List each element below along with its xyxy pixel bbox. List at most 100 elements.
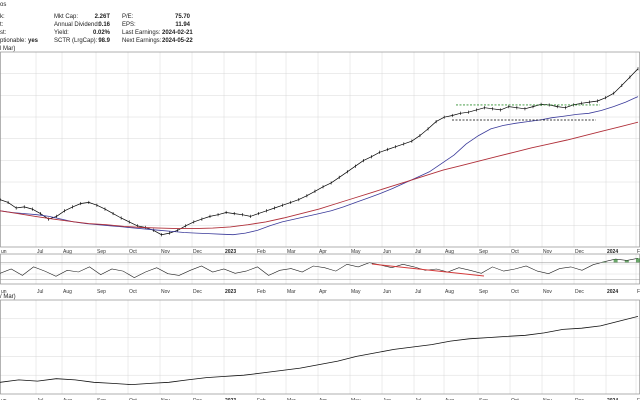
x-tick-label-1-14: Aug	[445, 289, 454, 295]
stat-last-earnings-value: 2024-02-21	[162, 30, 193, 36]
x-tick-label-0-4: Oct	[129, 249, 137, 255]
x-tick-label-0-1: Jul	[37, 249, 43, 255]
x-tick-label-0-9: Mar	[287, 249, 296, 255]
stat-sctr-label: SCTR (LrgCap):	[54, 38, 98, 44]
oscillator-overbought-55	[613, 259, 618, 263]
x-tick-label-2-2: Aug	[63, 398, 72, 400]
x-tick-label-1-13: Jul	[415, 289, 421, 295]
x-tick-label-2-7: 2023	[225, 398, 236, 400]
x-tick-label-1-18: Dec	[575, 289, 584, 295]
x-tick-label-1-5: Nov	[161, 289, 170, 295]
x-tick-label-2-12: Jun	[383, 398, 391, 400]
stats-left-partial: k: t: st: ptionable: yes	[0, 14, 40, 46]
x-tick-label-2-10: Apr	[319, 398, 327, 400]
stat-sctr-value: 98.9	[98, 38, 110, 44]
x-tick-label-0-10: Apr	[319, 249, 327, 255]
x-tick-label-1-0: un	[1, 289, 7, 295]
stats-mid: Mkt Cap: 2.26T Annual Dividend: 0.16 Yie…	[54, 14, 110, 46]
x-tick-label-0-18: Dec	[575, 249, 584, 255]
stat-mktcap-value: 2.26T	[94, 14, 110, 20]
x-tick-label-0-19: 2024	[607, 249, 618, 255]
x-tick-label-1-8: Feb	[257, 289, 266, 295]
x-tick-label-2-20: Feb	[637, 398, 640, 400]
x-tick-label-1-3: Sep	[97, 289, 106, 295]
x-tick-label-1-17: Nov	[543, 289, 552, 295]
x-tick-label-0-0: un	[1, 249, 7, 255]
x-tick-label-1-6: Dec	[193, 289, 202, 295]
x-tick-label-2-4: Oct	[129, 398, 137, 400]
x-tick-label-1-15: Sep	[479, 289, 488, 295]
x-tick-label-2-13: Jul	[415, 398, 421, 400]
ticker-fragment: os	[0, 2, 7, 8]
x-tick-label-2-17: Nov	[543, 398, 552, 400]
x-tick-label-2-9: Mar	[287, 398, 296, 400]
x-tick-label-1-4: Oct	[129, 289, 137, 295]
oscillator-overbought-54	[602, 261, 607, 263]
legend-fragment-bottom: / Mar)	[0, 294, 16, 300]
x-tick-label-1-10: Apr	[319, 289, 327, 295]
x-tick-label-2-8: Feb	[257, 398, 266, 400]
stat-left-label-3: ptionable:	[0, 38, 27, 44]
stat-dividend-value: 0.16	[98, 22, 110, 28]
stat-dividend-label: Annual Dividend:	[54, 22, 100, 28]
oscillator-overbought-56	[624, 260, 629, 263]
x-tick-label-2-6: Dec	[193, 398, 202, 400]
series-oscillator-oscillator	[0, 258, 639, 278]
oscillator-overbought-57	[636, 258, 640, 263]
x-tick-label-2-1: Jul	[37, 398, 43, 400]
x-tick-label-2-0: un	[1, 398, 7, 400]
panel-frames	[0, 51, 640, 395]
x-tick-label-2-18: Dec	[575, 398, 584, 400]
x-tick-label-2-15: Sep	[479, 398, 488, 400]
x-tick-label-2-11: May	[351, 398, 361, 400]
panel-frame-2	[0, 299, 640, 395]
x-tick-label-0-11: May	[351, 249, 361, 255]
x-tick-label-1-7: 2023	[225, 289, 236, 295]
legend-fragment-top: l Mar)	[0, 46, 16, 52]
x-tick-label-1-1: Jul	[37, 289, 43, 295]
stat-mktcap-label: Mkt Cap:	[54, 14, 79, 20]
stat-eps-value: 11.94	[175, 22, 190, 28]
oscillator-trendline	[371, 263, 485, 277]
x-tick-label-1-9: Mar	[287, 289, 296, 295]
x-tick-label-1-2: Aug	[63, 289, 72, 295]
stat-yield-label: Yield:	[54, 30, 69, 36]
x-tick-label-1-12: Jun	[383, 289, 391, 295]
series-price-ma_long	[0, 121, 639, 230]
stat-eps-label: EPS:	[122, 22, 136, 28]
x-tick-label-2-19: 2024	[607, 398, 618, 400]
series-price-price	[0, 68, 639, 236]
stat-left-label-1: t:	[0, 22, 4, 28]
x-tick-label-2-14: Aug	[445, 398, 454, 400]
stat-next-earnings-value: 2024-05-22	[162, 38, 193, 44]
stats-right: P/E: 75.70 EPS: 11.94 Last Earnings: 202…	[122, 14, 193, 46]
stat-left-label-0: k:	[0, 14, 5, 20]
grid	[0, 51, 640, 395]
x-tick-label-0-3: Sep	[97, 249, 106, 255]
stat-last-earnings-label: Last Earnings:	[122, 30, 161, 36]
series-relative-relative	[0, 316, 639, 386]
x-tick-label-0-20: Feb	[637, 249, 640, 255]
x-tick-label-2-5: Nov	[161, 398, 170, 400]
stat-yield-value: 0.02%	[92, 30, 110, 36]
stat-left-label-2: st:	[0, 30, 7, 36]
x-axis-labels: un un un Jul Jul Jul Aug Aug Aug Sep Sep Sep Oct Oct O…	[1, 249, 640, 400]
stat-next-earnings-label: Next Earnings:	[122, 38, 162, 44]
x-tick-label-2-16: Oct	[511, 398, 519, 400]
x-tick-label-0-12: Jun	[383, 249, 391, 255]
x-tick-label-1-11: May	[351, 289, 361, 295]
x-tick-label-0-6: Dec	[193, 249, 202, 255]
x-tick-label-0-17: Nov	[543, 249, 552, 255]
stat-left-value-3: yes	[27, 38, 38, 44]
x-tick-label-2-3: Sep	[97, 398, 106, 400]
panel-frame-0	[0, 51, 640, 248]
x-tick-label-0-13: Jul	[415, 249, 421, 255]
series	[0, 67, 640, 386]
stat-pe-value: 75.70	[174, 14, 190, 20]
x-tick-label-0-7: 2023	[225, 249, 236, 255]
x-tick-label-1-20: Feb	[637, 289, 640, 295]
annotations	[371, 104, 600, 277]
x-tick-label-0-14: Aug	[445, 249, 454, 255]
x-tick-label-0-15: Sep	[479, 249, 488, 255]
